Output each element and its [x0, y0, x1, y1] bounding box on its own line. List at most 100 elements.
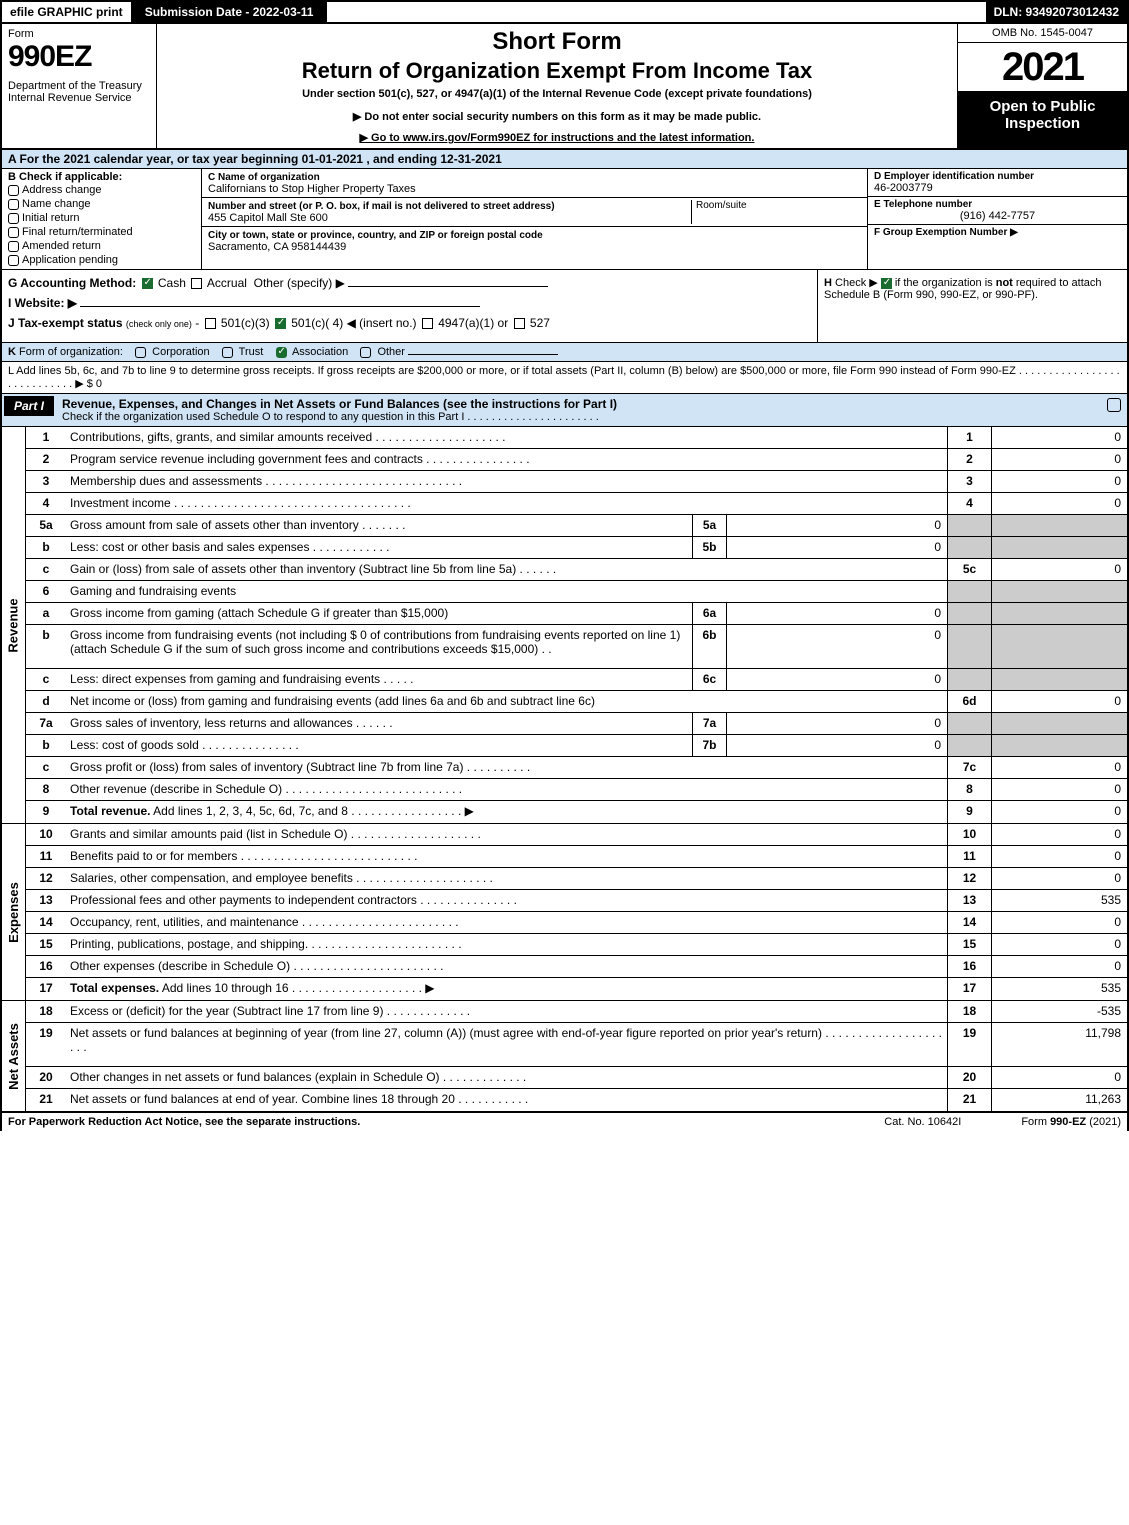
line-number: 20 [26, 1067, 66, 1088]
line-text: Professional fees and other payments to … [66, 890, 947, 911]
right-line-value: 0 [992, 471, 1127, 492]
cb-corp[interactable] [135, 347, 146, 358]
col-def: D Employer identification number 46-2003… [867, 169, 1127, 269]
line-row: 12Salaries, other compensation, and empl… [26, 868, 1127, 890]
cb-initial-return[interactable]: Initial return [8, 211, 195, 225]
right-line-value: 0 [992, 824, 1127, 845]
cb-name-change[interactable]: Name change [8, 197, 195, 211]
right-line-number: 5c [947, 559, 992, 580]
part1-badge: Part I [4, 396, 54, 416]
right-line-number [947, 625, 992, 668]
cb-h-not-required[interactable] [881, 278, 892, 289]
right-line-number [947, 515, 992, 536]
revenue-grid: Revenue 1Contributions, gifts, grants, a… [0, 427, 1129, 824]
line-number: 14 [26, 912, 66, 933]
line-text: Other expenses (describe in Schedule O) … [66, 956, 947, 977]
line-row: 13Professional fees and other payments t… [26, 890, 1127, 912]
line-number: 15 [26, 934, 66, 955]
cb-501c[interactable] [275, 318, 286, 329]
right-line-number [947, 537, 992, 558]
right-line-number: 11 [947, 846, 992, 867]
line-number: 8 [26, 779, 66, 800]
right-line-value: 535 [992, 978, 1127, 1000]
line-text: Occupancy, rent, utilities, and maintena… [66, 912, 947, 933]
goto-link[interactable]: ▶ Go to www.irs.gov/Form990EZ for instru… [163, 131, 951, 144]
right-line-value [992, 603, 1127, 624]
line-text: Gross profit or (loss) from sales of inv… [66, 757, 947, 778]
phone-value: (916) 442-7757 [874, 210, 1121, 222]
line-text: Salaries, other compensation, and employ… [66, 868, 947, 889]
room-suite: Room/suite [691, 200, 861, 224]
mid-line-value: 0 [727, 515, 947, 536]
cb-application-pending[interactable]: Application pending [8, 253, 195, 267]
right-line-value: 0 [992, 691, 1127, 712]
line-text: Excess or (deficit) for the year (Subtra… [66, 1001, 947, 1022]
line-number: 6 [26, 581, 66, 602]
cb-4947[interactable] [422, 318, 433, 329]
line-number: c [26, 669, 66, 690]
cb-assoc[interactable] [276, 347, 287, 358]
part1-checkbox[interactable] [1107, 398, 1121, 412]
line-text: Total expenses. Add lines 10 through 16 … [66, 978, 947, 1000]
form-number: 990EZ [8, 40, 150, 74]
header-right: OMB No. 1545-0047 2021 Open to Public In… [957, 24, 1127, 148]
right-line-value: 0 [992, 846, 1127, 867]
line-number: 1 [26, 427, 66, 448]
c-name-label: C Name of organization [208, 172, 320, 183]
under-section: Under section 501(c), 527, or 4947(a)(1)… [163, 88, 951, 100]
cb-other-org[interactable] [360, 347, 371, 358]
cb-527[interactable] [514, 318, 525, 329]
right-line-value: 0 [992, 449, 1127, 470]
right-line-value [992, 625, 1127, 668]
right-line-value: 0 [992, 427, 1127, 448]
line-text: Membership dues and assessments . . . . … [66, 471, 947, 492]
line-number: 10 [26, 824, 66, 845]
right-line-value: 0 [992, 868, 1127, 889]
line-row: 14Occupancy, rent, utilities, and mainte… [26, 912, 1127, 934]
line-number: 12 [26, 868, 66, 889]
line-number: 17 [26, 978, 66, 1000]
cb-amended-return[interactable]: Amended return [8, 239, 195, 253]
mid-line-number: 6b [692, 625, 727, 668]
mid-line-number: 5b [692, 537, 727, 558]
org-city: Sacramento, CA 958144439 [208, 241, 861, 253]
footer-left: For Paperwork Reduction Act Notice, see … [8, 1116, 360, 1128]
line-text: Other changes in net assets or fund bala… [66, 1067, 947, 1088]
line-row: dNet income or (loss) from gaming and fu… [26, 691, 1127, 713]
line-number: b [26, 625, 66, 668]
right-line-number [947, 735, 992, 756]
form-header: Form 990EZ Department of the Treasury In… [0, 24, 1129, 150]
cb-trust[interactable] [222, 347, 233, 358]
line-row: 18Excess or (deficit) for the year (Subt… [26, 1001, 1127, 1023]
line-row: bLess: cost or other basis and sales exp… [26, 537, 1127, 559]
right-line-value: 11,798 [992, 1023, 1127, 1066]
cb-address-change[interactable]: Address change [8, 183, 195, 197]
cb-final-return[interactable]: Final return/terminated [8, 225, 195, 239]
line-number: 13 [26, 890, 66, 911]
mid-line-number: 7a [692, 713, 727, 734]
dln: DLN: 93492073012432 [986, 2, 1127, 22]
right-line-number [947, 669, 992, 690]
mid-line-value: 0 [727, 713, 947, 734]
mid-line-value: 0 [727, 735, 947, 756]
right-line-value: 0 [992, 956, 1127, 977]
line-row: 16Other expenses (describe in Schedule O… [26, 956, 1127, 978]
line-number: 19 [26, 1023, 66, 1066]
efile-label[interactable]: efile GRAPHIC print [2, 2, 133, 22]
netassets-grid: Net Assets 18Excess or (deficit) for the… [0, 1001, 1129, 1112]
line-number: 2 [26, 449, 66, 470]
right-line-value: 0 [992, 912, 1127, 933]
line-row: 11Benefits paid to or for members . . . … [26, 846, 1127, 868]
line-row: 5aGross amount from sale of assets other… [26, 515, 1127, 537]
right-line-number: 20 [947, 1067, 992, 1088]
cb-501c3[interactable] [205, 318, 216, 329]
right-line-number: 1 [947, 427, 992, 448]
part1-sub: Check if the organization used Schedule … [62, 411, 1099, 423]
right-line-number: 6d [947, 691, 992, 712]
right-line-number: 21 [947, 1089, 992, 1111]
open-inspection: Open to Public Inspection [958, 92, 1127, 148]
line-number: 3 [26, 471, 66, 492]
cb-accrual[interactable] [191, 278, 202, 289]
cb-cash[interactable] [142, 278, 153, 289]
mid-line-number: 6c [692, 669, 727, 690]
